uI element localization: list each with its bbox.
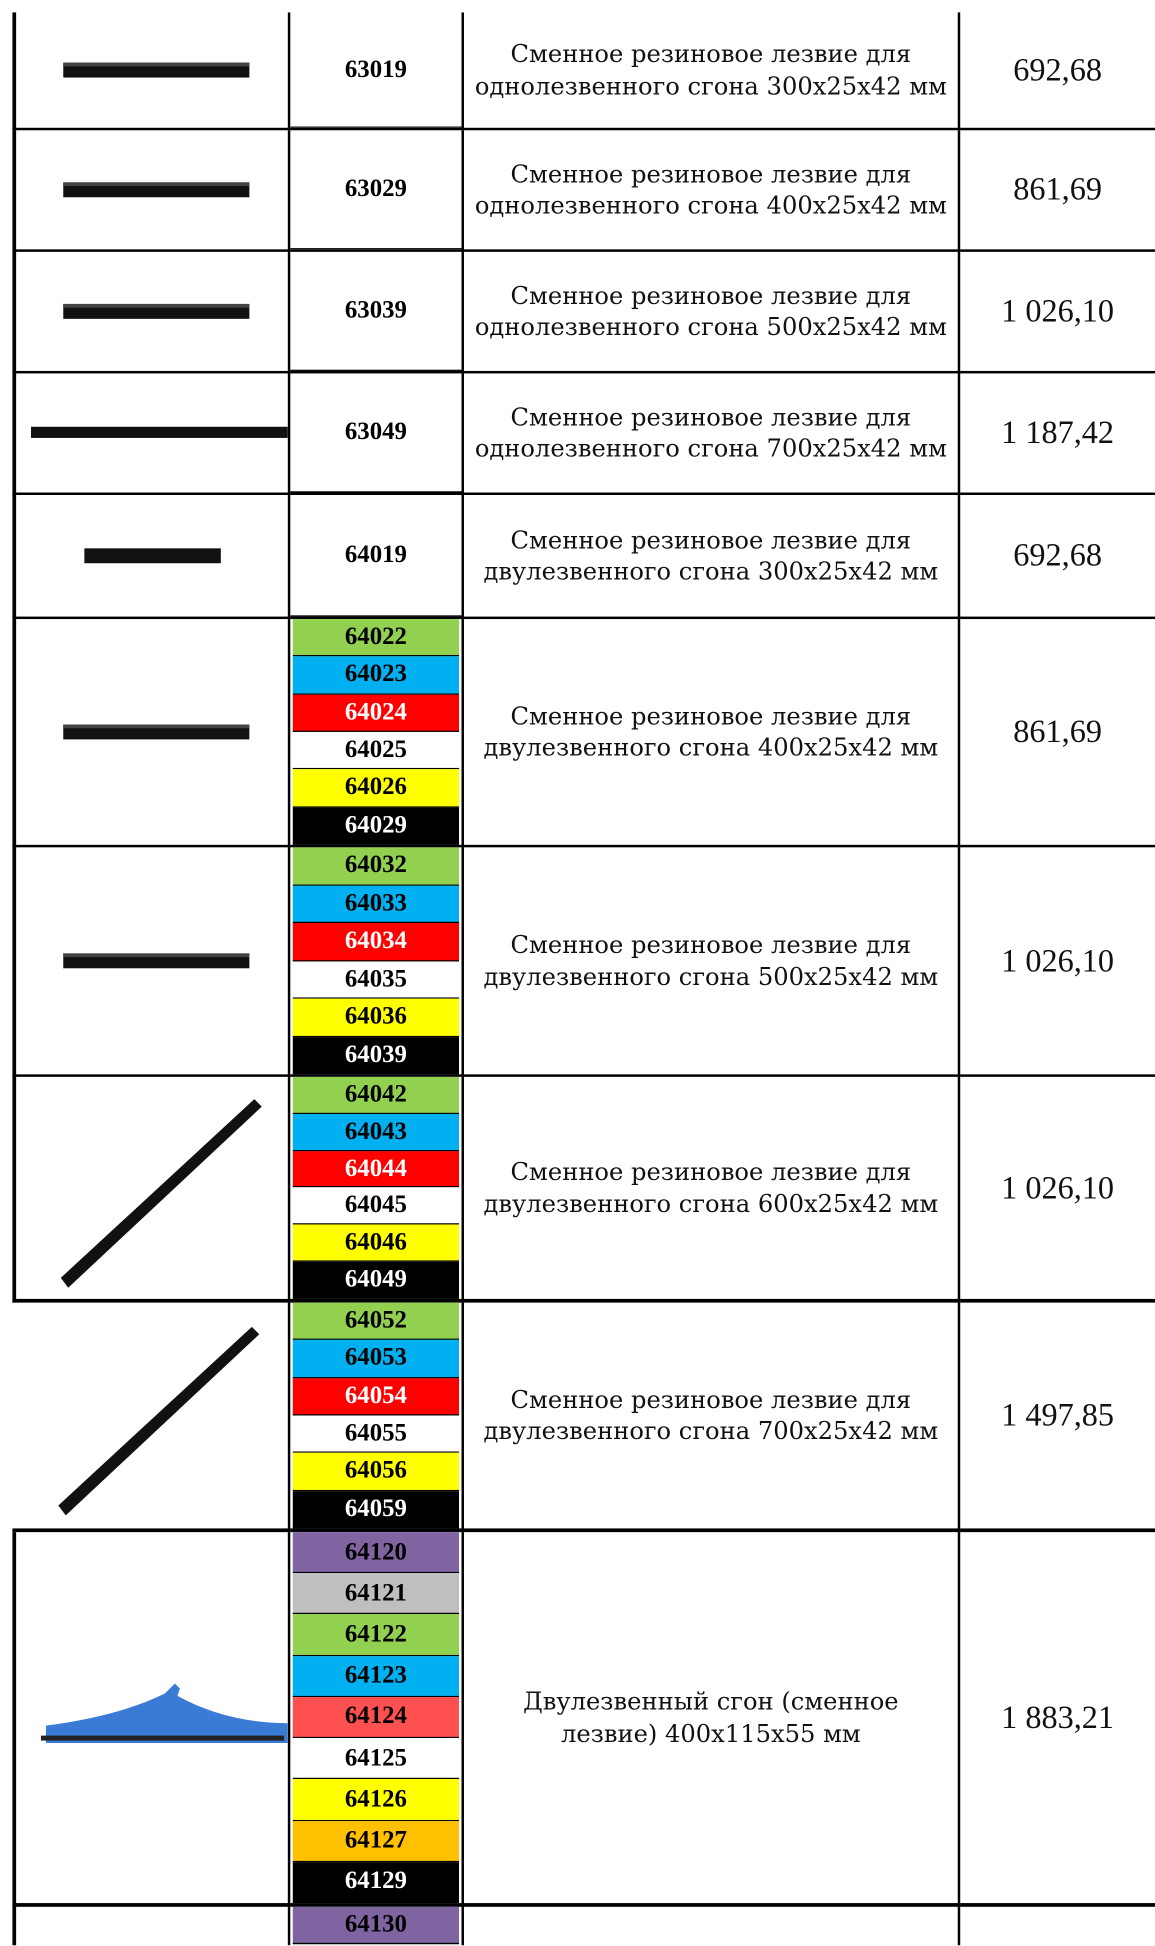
product-code: 64125 [292, 1738, 460, 1780]
price: 861,69 [960, 619, 1155, 848]
price: 1 187,42 [960, 373, 1155, 495]
code-cell: 63019 [290, 12, 464, 131]
code-cell: 63039 [290, 251, 464, 374]
product-code: 64049 [292, 1261, 460, 1299]
product-image [63, 724, 250, 740]
image-cell [12, 12, 291, 131]
product-code: 64032 [292, 847, 460, 886]
product-code: 63019 [290, 12, 462, 128]
price: 1 026,10 [960, 252, 1155, 374]
product-image [60, 1098, 262, 1288]
product-code: 64126 [292, 1779, 460, 1821]
image-cell [12, 251, 291, 374]
product-code: 64024 [292, 694, 460, 732]
product-code: 64055 [292, 1415, 460, 1454]
description: Сменное резиновое лезвие для двулезвенно… [463, 1302, 961, 1533]
product-image [84, 548, 221, 564]
product-code: 64129 [292, 1861, 460, 1904]
product-code: 64130 [292, 1906, 460, 1945]
price: 1 883,21 [960, 1532, 1155, 1907]
product-code: 64123 [292, 1655, 460, 1697]
description-cell [464, 1906, 961, 1946]
code-cell: 64032 64033 64034 64035 64036 64039 [290, 847, 464, 1077]
product-code: 64052 [292, 1302, 460, 1341]
product-code: 64033 [292, 885, 460, 924]
product-code: 64022 [292, 619, 460, 657]
product-image [31, 426, 288, 438]
price: 1 026,10 [960, 1077, 1155, 1303]
product-code: 64059 [292, 1490, 460, 1529]
product-code: 64036 [292, 998, 460, 1037]
price: 861,69 [960, 130, 1155, 252]
product-image [63, 62, 250, 78]
product-code: 64043 [292, 1113, 460, 1151]
code-cell: 64042 64043 64044 64045 64046 64049 [290, 1076, 464, 1303]
product-code: 64044 [292, 1150, 460, 1188]
code-cell: 64052 64053 64054 64055 64056 64059 [290, 1302, 464, 1533]
product-code: 64035 [292, 960, 460, 999]
image-cell [12, 1906, 291, 1946]
product-image [63, 303, 250, 319]
image-cell [12, 130, 291, 252]
product-code: 64053 [292, 1340, 460, 1378]
description: Сменное резиновое лезвие для двулезвенно… [463, 1076, 961, 1303]
description: Сменное резиновое лезвие для двулезвенно… [463, 494, 961, 620]
product-image [16, 1907, 288, 1945]
description: Сменное резиновое лезвие для двулезвенно… [463, 619, 961, 848]
product-image [40, 1682, 288, 1743]
image-cell [12, 619, 291, 848]
description: Сменное резиновое лезвие для однолезвенн… [463, 251, 961, 374]
product-code: 64025 [292, 731, 460, 770]
product-code: 64122 [292, 1614, 460, 1656]
product-code: 64045 [292, 1187, 460, 1225]
price: 692,68 [960, 495, 1155, 620]
image-cell [12, 847, 291, 1077]
price: 1 497,85 [960, 1303, 1155, 1533]
product-code: 63029 [290, 130, 462, 250]
product-code: 64029 [292, 807, 460, 845]
price: 692,68 [960, 12, 1155, 131]
product-image [63, 182, 250, 198]
product-code: 64019 [290, 495, 462, 617]
image-cell [12, 1532, 291, 1907]
code-cell: 6413064131 [290, 1906, 464, 1946]
product-code: 64046 [292, 1224, 460, 1262]
image-cell [12, 373, 291, 495]
product-code: 64127 [292, 1820, 460, 1862]
product-code: 63049 [290, 373, 462, 493]
description: Сменное резиновое лезвие для двулезвенно… [463, 847, 961, 1077]
product-code: 64131 [292, 1944, 460, 1946]
image-cell [12, 494, 291, 620]
code-cell: 64120 64121 64122 64123 64124 64125 64126 64127… [290, 1532, 464, 1907]
description: Двулезвенный сгон (сменное лезвие) 400х1… [463, 1532, 961, 1907]
code-cell: 63049 [290, 373, 464, 495]
product-image [58, 1326, 260, 1515]
product-image [63, 953, 250, 969]
product-code: 64034 [292, 923, 460, 961]
code-cell: 64019 [290, 494, 464, 620]
product-code: 64121 [292, 1573, 460, 1615]
code-cell: 64022 64023 64024 64025 64026 64029 [290, 619, 464, 848]
product-code: 64054 [292, 1377, 460, 1416]
image-cell [12, 1076, 291, 1303]
product-code: 64124 [292, 1696, 460, 1739]
product-code: 64056 [292, 1453, 460, 1491]
product-code: 63039 [290, 252, 462, 371]
product-code: 64039 [292, 1036, 460, 1075]
description: Сменное резиновое лезвие для однолезвенн… [463, 12, 961, 131]
description: Сменное резиновое лезвие для однолезвенн… [463, 373, 961, 495]
description: Сменное резиновое лезвие для однолезвенн… [463, 130, 961, 252]
code-cell: 63029 [290, 130, 464, 252]
image-cell [12, 1302, 291, 1533]
product-code: 64026 [292, 769, 460, 808]
product-code: 64042 [292, 1076, 460, 1114]
product-code: 64023 [292, 656, 460, 695]
product-code: 64120 [292, 1532, 460, 1574]
price: 1 026,10 [960, 847, 1155, 1077]
